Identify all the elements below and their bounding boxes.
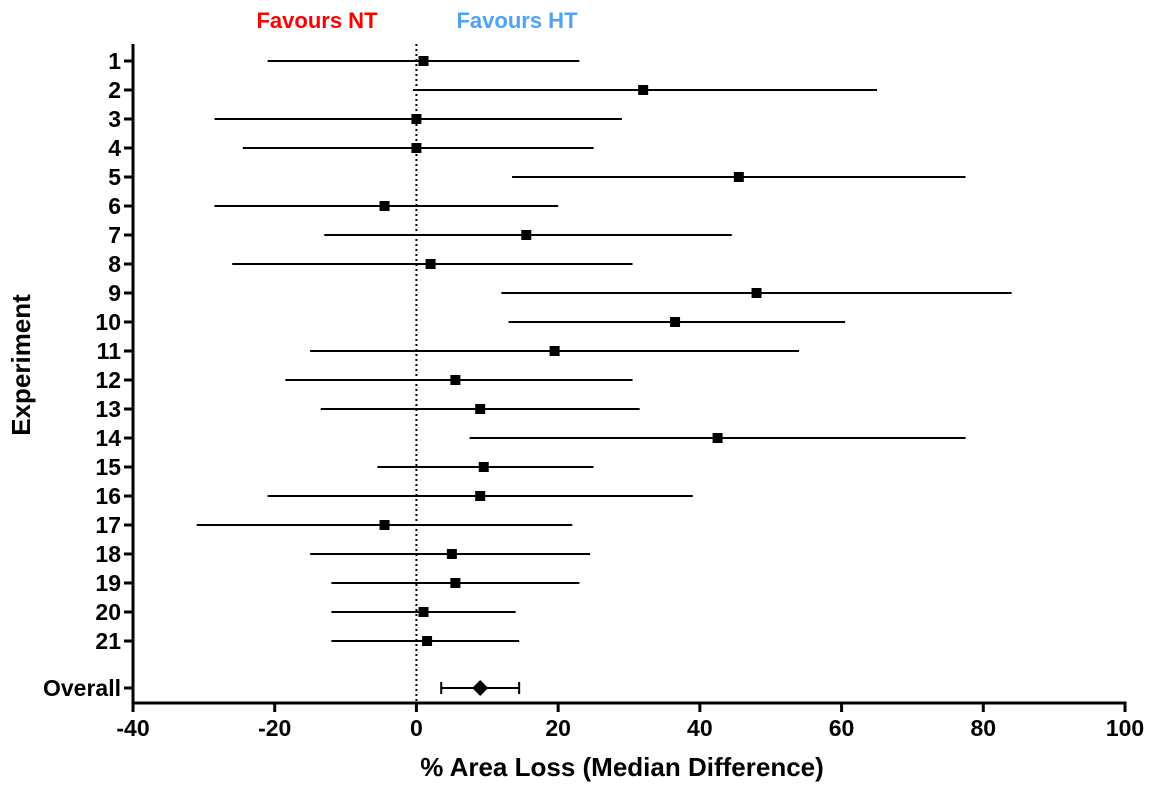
experiment-row: 12 bbox=[95, 367, 633, 393]
point-estimate bbox=[475, 491, 486, 501]
x-tick-label: 100 bbox=[1106, 715, 1144, 741]
point-estimate bbox=[411, 143, 422, 153]
experiment-label: 7 bbox=[108, 222, 121, 248]
experiment-label: 18 bbox=[95, 541, 121, 567]
point-estimate bbox=[475, 404, 486, 414]
point-estimate bbox=[521, 230, 532, 240]
experiment-row: 16 bbox=[95, 483, 693, 509]
point-estimate bbox=[478, 462, 489, 472]
experiment-row: 6 bbox=[108, 193, 559, 219]
experiment-row: 1 bbox=[108, 48, 580, 74]
experiment-label: 4 bbox=[108, 135, 121, 161]
experiment-row: 15 bbox=[95, 454, 594, 480]
experiment-label: 5 bbox=[108, 164, 121, 190]
experiment-label: 15 bbox=[95, 454, 121, 480]
experiment-row: 10 bbox=[95, 309, 846, 335]
experiment-label: 16 bbox=[95, 483, 121, 509]
experiment-row: 17 bbox=[95, 512, 573, 538]
experiment-row: 5 bbox=[108, 164, 966, 190]
experiment-row: 2 bbox=[108, 77, 877, 103]
point-estimate bbox=[411, 114, 422, 124]
experiment-label: 17 bbox=[95, 512, 121, 538]
point-estimate bbox=[446, 549, 457, 559]
experiment-row: 18 bbox=[95, 541, 591, 567]
x-tick-label: 0 bbox=[410, 715, 423, 741]
experiment-row: 21 bbox=[95, 628, 520, 654]
point-estimate bbox=[549, 346, 560, 356]
x-tick-label: -20 bbox=[258, 715, 291, 741]
experiment-label: 1 bbox=[108, 48, 121, 74]
experiment-row: 9 bbox=[108, 280, 1012, 306]
experiment-row: 8 bbox=[108, 251, 633, 277]
overall-label: Overall bbox=[43, 675, 121, 701]
experiment-label: 21 bbox=[95, 628, 121, 654]
experiment-row: 14 bbox=[95, 425, 966, 451]
experiment-label: 3 bbox=[108, 106, 121, 132]
overall-row: Overall bbox=[43, 675, 521, 701]
point-estimate bbox=[670, 317, 681, 327]
experiment-label: 14 bbox=[95, 425, 121, 451]
experiment-label: 6 bbox=[108, 193, 121, 219]
experiment-row: 20 bbox=[95, 599, 516, 625]
point-estimate bbox=[751, 288, 762, 298]
favours-ht-label: Favours HT bbox=[456, 8, 578, 33]
experiment-label: 2 bbox=[108, 77, 121, 103]
x-tick-label: 80 bbox=[970, 715, 996, 741]
point-estimate bbox=[733, 172, 744, 182]
favour-labels: Favours NT Favours HT bbox=[256, 8, 578, 33]
experiment-row: 19 bbox=[95, 570, 580, 596]
experiment-label: 20 bbox=[95, 599, 121, 625]
x-tick-label: 40 bbox=[687, 715, 713, 741]
point-estimate bbox=[422, 636, 433, 646]
favours-nt-label: Favours NT bbox=[256, 8, 378, 33]
point-estimate bbox=[418, 56, 429, 66]
point-estimate bbox=[379, 520, 390, 530]
x-tick-label: 20 bbox=[545, 715, 571, 741]
point-estimate bbox=[638, 85, 649, 95]
x-ticks: -40 -20 0 20 40 60 80 100 bbox=[116, 703, 1144, 741]
point-estimate bbox=[418, 607, 429, 617]
experiment-label: 19 bbox=[95, 570, 121, 596]
experiment-row: 3 bbox=[108, 106, 622, 132]
x-tick-label: -40 bbox=[116, 715, 149, 741]
overall-estimate-diamond bbox=[472, 680, 489, 696]
point-estimate bbox=[379, 201, 390, 211]
experiment-row: 4 bbox=[108, 135, 594, 161]
y-axis-title: Experiment bbox=[6, 294, 36, 436]
experiment-label: 11 bbox=[97, 338, 122, 364]
experiment-row: 11 bbox=[97, 338, 800, 364]
experiment-row: 13 bbox=[95, 396, 640, 422]
point-estimate bbox=[712, 433, 723, 443]
experiment-row: 7 bbox=[108, 222, 732, 248]
x-axis-title: % Area Loss (Median Difference) bbox=[420, 752, 824, 782]
point-estimate bbox=[450, 578, 461, 588]
experiment-label: 12 bbox=[95, 367, 121, 393]
point-estimate bbox=[425, 259, 436, 269]
experiment-label: 9 bbox=[108, 280, 121, 306]
experiment-label: 10 bbox=[95, 309, 121, 335]
experiment-label: 13 bbox=[95, 396, 121, 422]
point-estimate bbox=[450, 375, 461, 385]
experiment-label: 8 bbox=[108, 251, 121, 277]
x-tick-label: 60 bbox=[829, 715, 855, 741]
axes: -40 -20 0 20 40 60 80 100 bbox=[116, 44, 1144, 741]
